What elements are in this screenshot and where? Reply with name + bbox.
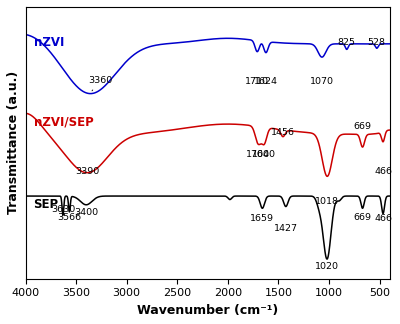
- Text: SEP: SEP: [34, 198, 59, 211]
- Text: 1427: 1427: [274, 224, 298, 233]
- Text: nZVI/SEP: nZVI/SEP: [34, 115, 93, 128]
- Text: 1710: 1710: [245, 77, 269, 86]
- Text: 1018: 1018: [315, 197, 339, 206]
- X-axis label: Wavenumber (cm⁻¹): Wavenumber (cm⁻¹): [137, 304, 278, 317]
- Text: 669: 669: [354, 213, 372, 222]
- Text: 669: 669: [354, 122, 372, 131]
- Text: 3566: 3566: [57, 213, 82, 222]
- Y-axis label: Transmittance (a.u.): Transmittance (a.u.): [7, 71, 20, 214]
- Text: 3360: 3360: [88, 76, 112, 91]
- Text: 3390: 3390: [75, 168, 99, 177]
- Text: 1640: 1640: [252, 150, 276, 159]
- Text: 3630: 3630: [51, 205, 75, 214]
- Text: 1070: 1070: [310, 77, 334, 86]
- Text: 3400: 3400: [74, 208, 98, 217]
- Text: 1659: 1659: [250, 214, 274, 223]
- Text: 466: 466: [374, 214, 392, 223]
- Text: 1456: 1456: [271, 128, 295, 137]
- Text: 1020: 1020: [315, 261, 339, 271]
- Text: 1624: 1624: [254, 77, 278, 86]
- Text: 1700: 1700: [246, 150, 270, 159]
- Text: 466: 466: [374, 167, 392, 176]
- Text: 825: 825: [338, 38, 356, 47]
- Text: nZVI: nZVI: [34, 36, 64, 49]
- Text: 528: 528: [368, 38, 386, 47]
